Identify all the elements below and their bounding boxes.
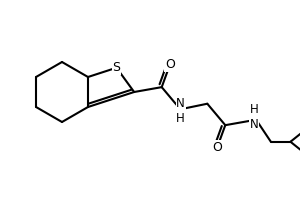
Text: O: O (212, 141, 222, 154)
Text: N
H: N H (176, 97, 185, 125)
Text: O: O (165, 58, 175, 71)
Text: H
N: H N (250, 103, 258, 131)
Text: S: S (112, 61, 121, 74)
